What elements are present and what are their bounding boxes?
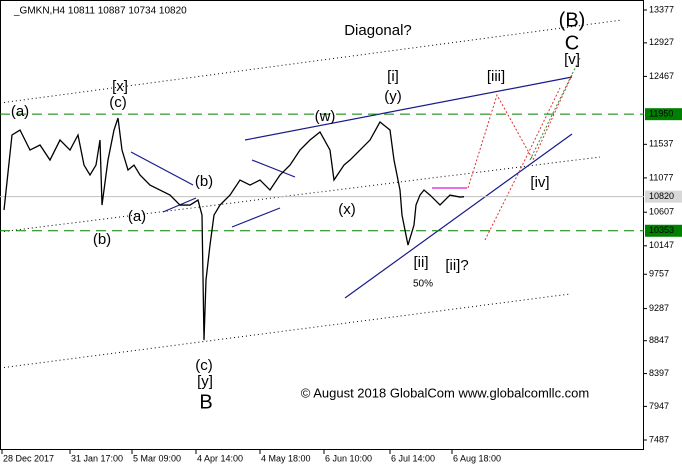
level-label-box [645, 190, 682, 203]
annotation: (x) [338, 201, 356, 218]
annotation: [x] [112, 78, 128, 95]
annotation: (a) [128, 208, 146, 225]
level-label: 10353 [649, 225, 674, 235]
x-tick-label: 31 Jan 17:00 [71, 453, 123, 463]
x-tick-label: 6 Jul 14:00 [391, 453, 435, 463]
annotation: [y] [197, 373, 213, 390]
wave-lines [130, 76, 573, 299]
y-tick-label: 11077 [649, 172, 673, 182]
level-label: 10820 [649, 191, 674, 201]
y-tick-label: 8847 [649, 335, 669, 345]
copyright: © August 2018 GlobalCom www.globalcomllc… [301, 385, 590, 400]
annotation: (y) [384, 88, 402, 105]
y-tick-label: 10147 [649, 240, 674, 250]
annotation: B [199, 391, 212, 413]
annotation: 50% [413, 279, 433, 290]
annotation: Diagonal? [344, 22, 412, 39]
y-tick-label: 13377 [649, 4, 674, 14]
price-line [3, 117, 465, 341]
annotation: (b) [93, 231, 111, 248]
channel-lines [0, 19, 623, 369]
annotation: C [565, 32, 579, 54]
plot-frame [0, 0, 644, 450]
level-label-box [645, 108, 682, 121]
annotation: (a) [11, 103, 29, 120]
y-tick-label: 9287 [649, 303, 669, 313]
y-tick-label: 12927 [649, 37, 674, 47]
y-tick-label: 10607 [649, 207, 674, 217]
chart-title: _GMKN,H4 10811 10887 10734 10820 [13, 6, 187, 17]
annotation: (B) [559, 9, 586, 31]
y-tick-label: 11537 [649, 139, 673, 149]
y-tick-label: 12467 [649, 71, 674, 81]
x-tick-label: 28 Dec 2017 [3, 453, 54, 463]
annotation: (b) [195, 173, 213, 190]
y-tick-label: 8397 [649, 368, 669, 378]
x-tick-label: 4 Apr 14:00 [197, 453, 243, 463]
annotation: [iv] [530, 174, 549, 191]
annotation: (c) [195, 357, 213, 374]
y-tick-label: 9757 [649, 269, 669, 279]
annotation: (c) [109, 94, 127, 111]
level-label-box [645, 224, 682, 237]
annotation: [i] [387, 68, 399, 85]
x-tick-label: 4 May 18:00 [261, 453, 311, 463]
x-tick-label: 6 Jun 10:00 [325, 453, 372, 463]
annotation: [v] [564, 51, 580, 68]
y-tick-label: 7487 [649, 434, 669, 444]
annotation: [iii] [487, 68, 505, 85]
y-tick-label: 7947 [649, 401, 669, 411]
level-label: 11950 [649, 109, 673, 119]
annotation: (w) [315, 108, 336, 125]
annotation: [ii] [414, 254, 429, 271]
x-tick-label: 5 Mar 09:00 [133, 453, 181, 463]
annotation: [ii]? [445, 257, 468, 274]
x-tick-label: 6 Aug 18:00 [453, 453, 501, 463]
projections [467, 57, 581, 241]
